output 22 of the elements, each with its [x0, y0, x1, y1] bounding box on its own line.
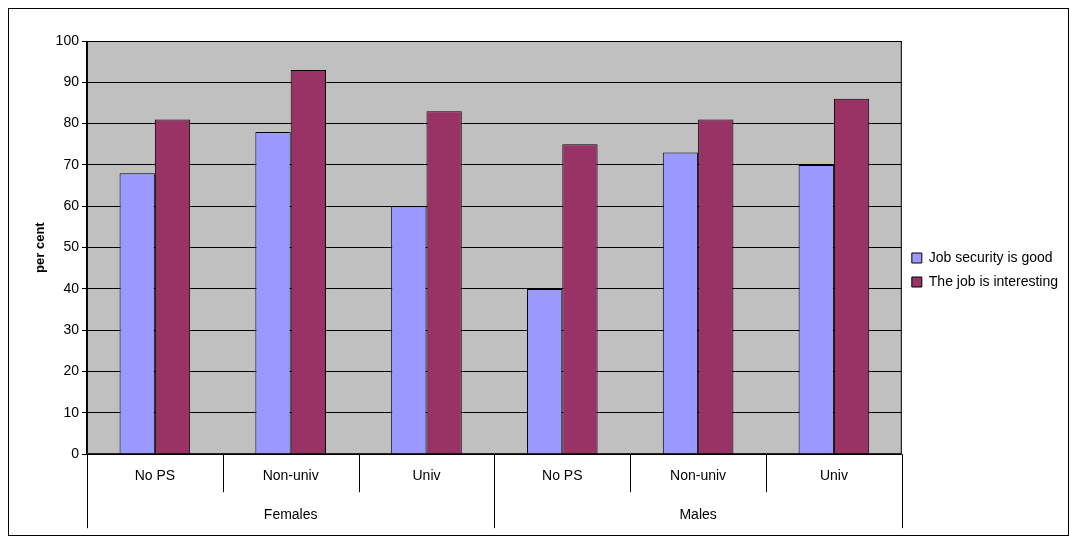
y-tick-label: 0: [71, 445, 80, 462]
y-tick-label: 40: [63, 279, 80, 296]
y-tick-label: 90: [63, 73, 80, 90]
y-tick-label: 60: [63, 197, 80, 214]
text: Males: [679, 506, 717, 523]
legend-label: The job is interesting: [928, 272, 1059, 289]
x-tick-label: Univ: [412, 467, 441, 484]
x-tick-label: No PS: [134, 467, 176, 484]
x-tick-label: Univ: [819, 467, 848, 484]
x-tick-label: Non-univ: [262, 467, 319, 484]
x-tick-label: Non-univ: [670, 467, 727, 484]
y-tick-label: 50: [63, 238, 80, 255]
y-tick-label: 100: [55, 31, 80, 48]
x-tick-label: No PS: [542, 467, 583, 484]
y-tick-label: 20: [63, 362, 80, 379]
text: Females: [263, 506, 318, 523]
y-axis-title: per cent: [32, 221, 48, 273]
legend-label: Job security is good: [928, 248, 1053, 265]
y-tick-label: 10: [63, 403, 80, 420]
y-tick-label: 30: [63, 321, 80, 338]
y-tick-label: 80: [63, 114, 80, 131]
y-tick-label: 70: [63, 155, 80, 172]
